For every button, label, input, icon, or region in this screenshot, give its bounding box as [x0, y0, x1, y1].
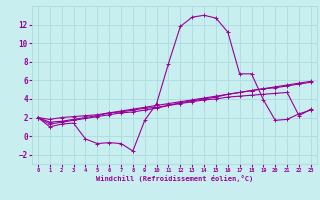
X-axis label: Windchill (Refroidissement éolien,°C): Windchill (Refroidissement éolien,°C) — [96, 175, 253, 182]
